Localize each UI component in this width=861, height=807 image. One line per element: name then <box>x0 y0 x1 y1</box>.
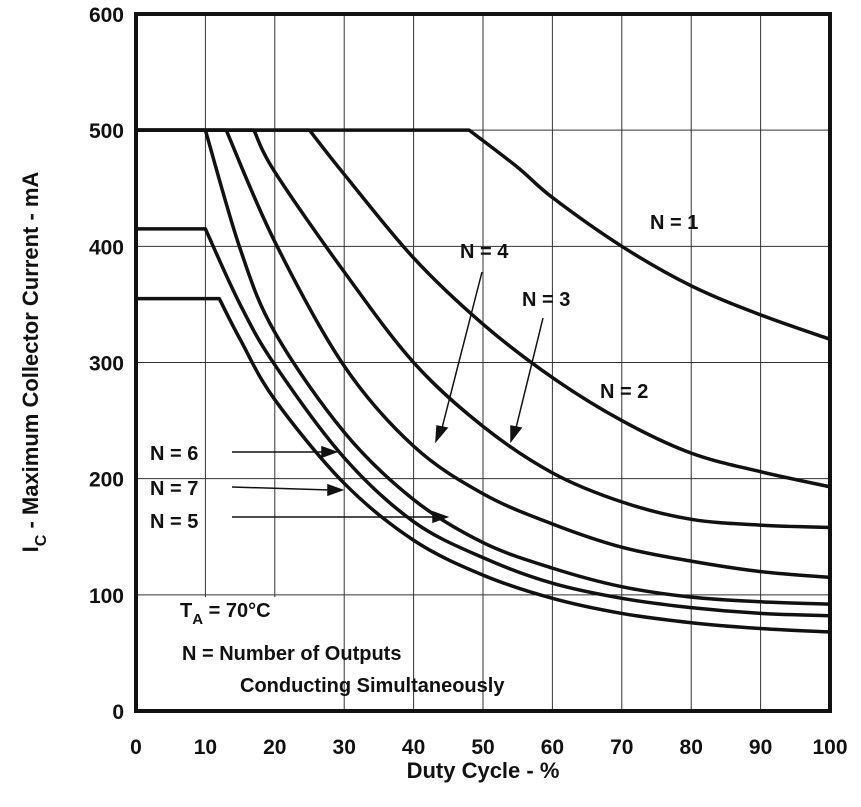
arrowhead-n5 <box>432 510 450 524</box>
note-ambient-temp: TA = 70°C <box>180 600 271 628</box>
arrowhead-n6 <box>321 445 339 459</box>
x-tick-label-90: 90 <box>749 736 772 759</box>
arrow-n3 <box>515 317 544 429</box>
y-tick-label-600: 600 <box>89 4 124 27</box>
series-line-n3 <box>136 128 831 530</box>
y-tick-label-300: 300 <box>89 353 124 376</box>
plot-frame <box>134 12 832 713</box>
y-axis-label-rest: - Maximum Collector Current - mA <box>18 172 43 535</box>
series-curves <box>136 128 831 634</box>
x-tick-label-20: 20 <box>263 736 286 759</box>
arrowhead-n3 <box>510 425 523 444</box>
note-legend-line1: N = Number of Outputs <box>182 643 401 665</box>
x-tick-label-0: 0 <box>130 736 142 759</box>
x-tick-label-40: 40 <box>402 736 425 759</box>
y-tick-label-100: 100 <box>89 585 124 608</box>
series-line-n2 <box>136 128 831 489</box>
y-tick-label-400: 400 <box>89 236 124 259</box>
arrowhead-n7 <box>327 483 345 497</box>
y-tick-labels: 0 100 200 300 400 500 600 <box>89 4 124 724</box>
x-tick-label-80: 80 <box>680 736 703 759</box>
label-n4: N = 4 <box>460 241 509 263</box>
x-tick-label-50: 50 <box>471 736 494 759</box>
label-n6: N = 6 <box>150 443 198 465</box>
label-n3: N = 3 <box>522 289 570 311</box>
label-n7: N = 7 <box>150 478 198 500</box>
arrow-n4 <box>441 271 483 429</box>
label-n2: N = 2 <box>600 381 648 403</box>
x-tick-label-60: 60 <box>541 736 564 759</box>
series-line-n7 <box>136 296 831 634</box>
x-tick-label-70: 70 <box>610 736 633 759</box>
series-line-n5 <box>136 128 831 606</box>
y-axis-label-sub: C <box>33 534 50 546</box>
arrowhead-n4 <box>435 425 449 444</box>
x-tick-label-30: 30 <box>333 736 356 759</box>
x-tick-label-10: 10 <box>194 736 217 759</box>
y-axis-label-main: I <box>18 546 43 552</box>
y-tick-label-0: 0 <box>112 701 124 724</box>
arrow-n7 <box>231 486 331 491</box>
x-axis-label: Duty Cycle - % <box>407 758 560 783</box>
label-n1: N = 1 <box>650 212 698 234</box>
series-line-n6 <box>136 227 831 618</box>
note-legend-line2: Conducting Simultaneously <box>240 675 505 697</box>
y-tick-label-500: 500 <box>89 120 124 143</box>
series-line-n4 <box>136 128 831 580</box>
label-n5: N = 5 <box>150 511 198 533</box>
series-line-n1 <box>136 128 831 341</box>
y-axis-label: IC - Maximum Collector Current - mA <box>18 172 50 553</box>
leader-arrows <box>231 271 544 524</box>
x-tick-label-100: 100 <box>812 736 847 759</box>
y-tick-label-200: 200 <box>89 469 124 492</box>
x-tick-labels: 0 10 20 30 40 50 60 70 80 90 100 <box>130 736 847 759</box>
note-backdrop <box>138 597 342 709</box>
